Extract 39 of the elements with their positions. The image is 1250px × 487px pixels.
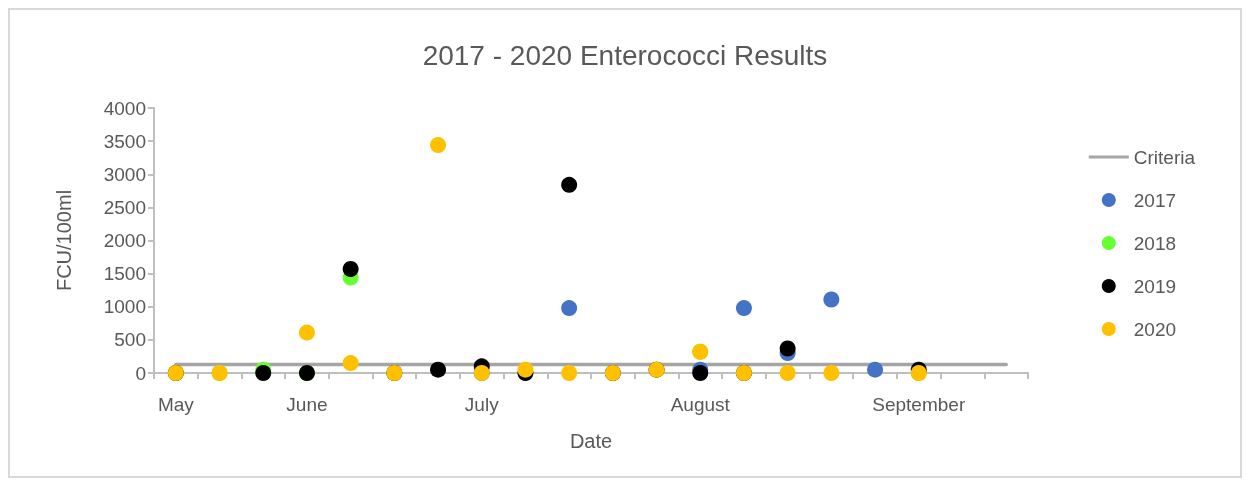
point: [823, 291, 840, 308]
point: [823, 365, 840, 381]
y-tick-label: 2000: [103, 230, 146, 251]
point: [692, 365, 709, 381]
x-tick-label: May: [157, 394, 195, 415]
point: [255, 365, 272, 381]
legend-label: 2017: [1133, 189, 1177, 211]
y-tick-label: 1500: [103, 263, 146, 285]
x-tick-label: September: [872, 394, 966, 415]
point: [867, 361, 884, 378]
legend-label: Criteria: [1133, 146, 1196, 168]
y-tick-label: 2500: [103, 196, 146, 218]
legend-label: 2020: [1133, 318, 1177, 340]
point: [342, 355, 359, 372]
y-tick-label: 1000: [103, 296, 146, 318]
y-tick-label: 4000: [103, 97, 146, 119]
x-axis-title: Date: [569, 430, 613, 452]
point: [735, 300, 752, 317]
point: [517, 361, 534, 378]
x-tick-label: July: [464, 394, 500, 415]
point: [561, 176, 578, 193]
x-tick-label: June: [286, 394, 328, 415]
point: [779, 340, 796, 357]
y-tick-label: 3500: [103, 130, 146, 152]
x-tick-label: August: [670, 394, 731, 415]
point: [430, 137, 447, 154]
y-axis-title: FCU/100ml: [53, 189, 75, 292]
y-tick-label: 3000: [103, 163, 146, 185]
point: [779, 365, 796, 381]
legend-label: 2019: [1133, 275, 1177, 297]
point: [342, 260, 359, 277]
point: [430, 361, 447, 378]
point: [561, 300, 578, 317]
y-tick-label: 0: [135, 362, 146, 384]
legend-label: 2018: [1133, 232, 1177, 254]
point: [298, 324, 315, 341]
y-tick-label: 500: [114, 329, 146, 351]
chart-title: 2017 - 2020 Enterococci Results: [422, 39, 828, 71]
point: [561, 365, 578, 381]
